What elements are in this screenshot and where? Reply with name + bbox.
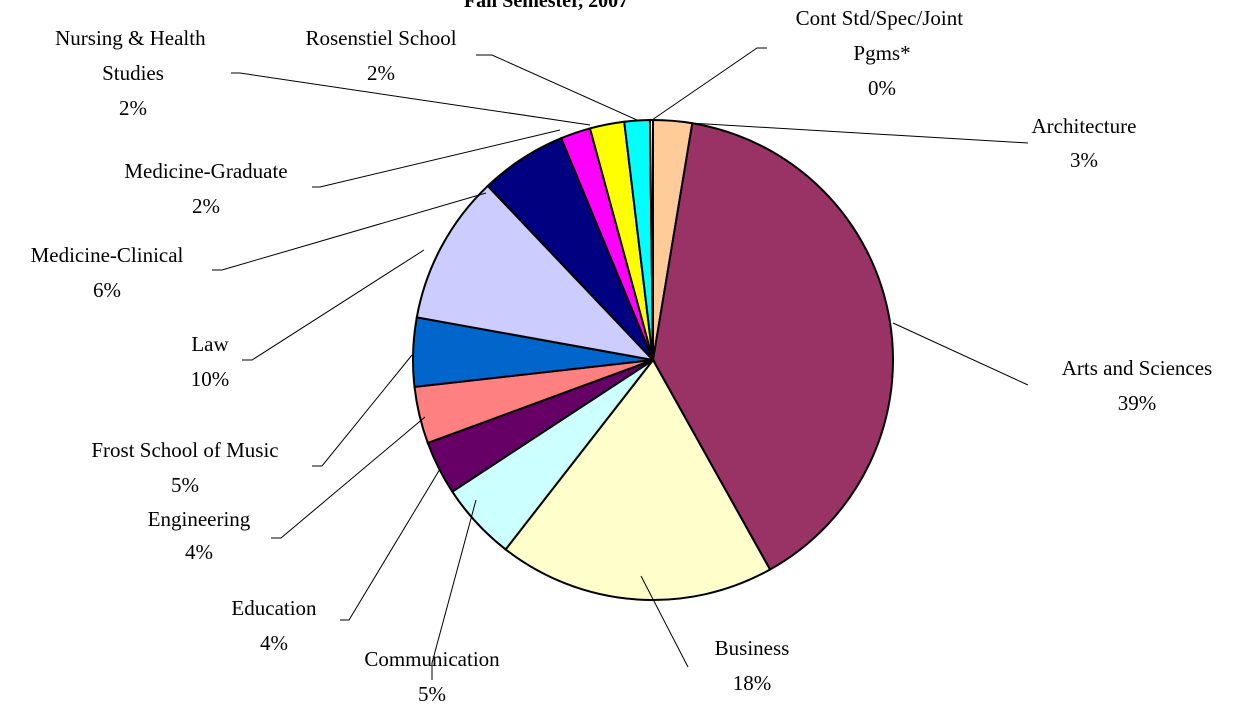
value-rosenstiel-school: 2%	[367, 61, 395, 85]
label-medicine-graduate: Medicine-Graduate	[124, 159, 287, 183]
value-architecture: 3%	[1070, 148, 1098, 172]
leader-arts-and-sciences	[892, 322, 1029, 386]
slice-business	[504, 358, 772, 601]
pie-slices	[412, 118, 894, 601]
label-frost-school-of-music: Frost School of Music	[91, 438, 278, 462]
value-cont-std-spec-joint-pgms: 0%	[868, 76, 896, 100]
value-medicine-graduate: 2%	[192, 194, 220, 218]
label-communication: Communication	[364, 647, 500, 671]
leader-engineering	[271, 416, 426, 539]
leader-nursing-health-studies	[231, 72, 591, 126]
value-business: 18%	[733, 671, 772, 695]
value-medicine-clinical: 6%	[93, 278, 121, 302]
value-engineering: 4%	[185, 540, 213, 564]
value-nursing-health-studies: 2%	[119, 96, 147, 120]
label-rosenstiel-school: Rosenstiel School	[305, 26, 456, 50]
leader-communication	[431, 499, 477, 680]
leader-lines	[212, 47, 1029, 680]
label-nursing-health-studies: Nursing & Health Studies	[55, 26, 211, 85]
leader-architecture	[689, 122, 1029, 144]
leader-medicine-graduate	[312, 129, 561, 188]
value-communication: 5%	[418, 682, 446, 706]
label-architecture: Architecture	[1032, 114, 1137, 138]
leader-law	[242, 249, 425, 361]
value-law: 10%	[191, 367, 230, 391]
value-frost-school-of-music: 5%	[171, 473, 199, 497]
leader-frost-school-of-music	[312, 354, 413, 467]
label-arts-and-sciences: Arts and Sciences	[1062, 356, 1212, 380]
slice-arts-and-sciences	[651, 122, 894, 571]
label-business: Business	[715, 636, 790, 660]
leader-business	[640, 575, 689, 668]
label-engineering: Engineering	[148, 507, 251, 531]
label-medicine-clinical: Medicine-Clinical	[31, 243, 184, 267]
slice-law	[415, 184, 656, 362]
slice-cont-std-spec-joint-pgms	[648, 118, 654, 361]
label-law: Law	[191, 332, 229, 356]
label-cont-std-spec-joint-pgms: Cont Std/Spec/Joint Pgms*	[796, 6, 969, 65]
leader-medicine-clinical	[212, 192, 487, 271]
leader-rosenstiel-school	[476, 54, 638, 121]
leader-cont-std-spec-joint-pgms	[651, 47, 767, 121]
label-education: Education	[231, 596, 317, 620]
leader-education	[340, 468, 441, 621]
value-education: 4%	[260, 631, 288, 655]
chart-title: Fall Semester, 2007	[464, 0, 628, 12]
value-arts-and-sciences: 39%	[1118, 391, 1157, 415]
